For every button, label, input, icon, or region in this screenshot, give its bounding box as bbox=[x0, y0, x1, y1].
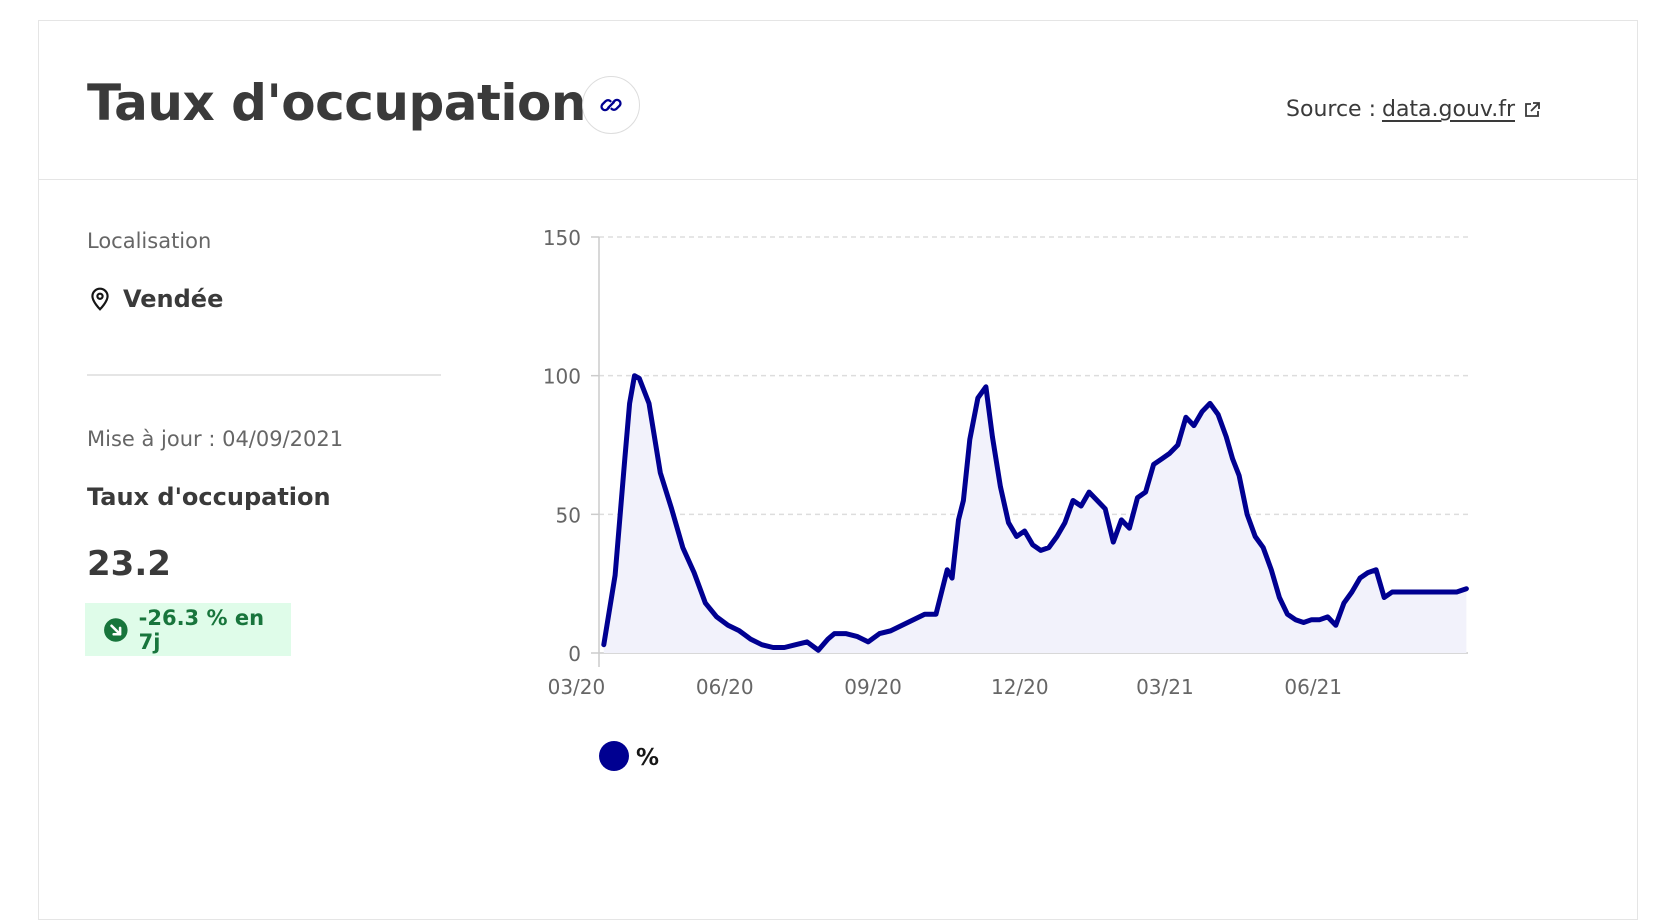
map-pin-icon bbox=[91, 287, 109, 311]
x-tick-label: 03/21 bbox=[1136, 675, 1194, 699]
y-tick-label: 0 bbox=[568, 642, 581, 666]
y-tick-label: 50 bbox=[556, 503, 581, 527]
location-value: Vendée bbox=[87, 285, 223, 313]
occupancy-card: Taux d'occupation Source : data.gouv.fr bbox=[38, 20, 1638, 920]
link-icon bbox=[600, 98, 622, 112]
x-tick-label: 03/20 bbox=[548, 675, 606, 699]
external-link-icon bbox=[1525, 101, 1540, 117]
series-line bbox=[601, 373, 1469, 653]
x-tick-label: 12/20 bbox=[991, 675, 1049, 699]
legend-label: % bbox=[636, 745, 659, 771]
trend-badge: -26.3 % en 7j bbox=[85, 603, 291, 656]
y-tick-label: 100 bbox=[543, 365, 581, 389]
legend-marker bbox=[599, 741, 629, 771]
series-area bbox=[603, 375, 1467, 653]
source-link[interactable]: data.gouv.fr bbox=[1382, 97, 1541, 122]
page-title: Taux d'occupation bbox=[87, 74, 587, 132]
y-tick-label: 150 bbox=[543, 226, 581, 250]
divider bbox=[87, 374, 441, 376]
source-line: Source : data.gouv.fr bbox=[1286, 97, 1541, 122]
location-label: Localisation bbox=[87, 229, 212, 253]
source-prefix: Source : bbox=[1286, 97, 1376, 122]
source-link-label: data.gouv.fr bbox=[1381, 97, 1515, 122]
occupancy-chart: 0 50 100 150 03/20 06/20 09/20 12/20 03/21 06/21% bbox=[543, 226, 1469, 771]
update-date: Mise à jour : 04/09/2021 bbox=[87, 427, 344, 451]
x-tick-label: 09/20 bbox=[844, 675, 902, 699]
x-tick-label: 06/20 bbox=[696, 675, 754, 699]
metric-label: Taux d'occupation bbox=[87, 483, 331, 511]
copy-link-button[interactable] bbox=[582, 76, 640, 134]
card-header: Taux d'occupation Source : data.gouv.fr bbox=[39, 21, 1637, 180]
trend-down-icon bbox=[104, 617, 128, 642]
location-name: Vendée bbox=[123, 285, 224, 313]
trend-text: -26.3 % en 7j bbox=[138, 605, 265, 654]
metric-value: 23.2 bbox=[87, 544, 171, 584]
x-tick-label: 06/21 bbox=[1284, 675, 1342, 699]
